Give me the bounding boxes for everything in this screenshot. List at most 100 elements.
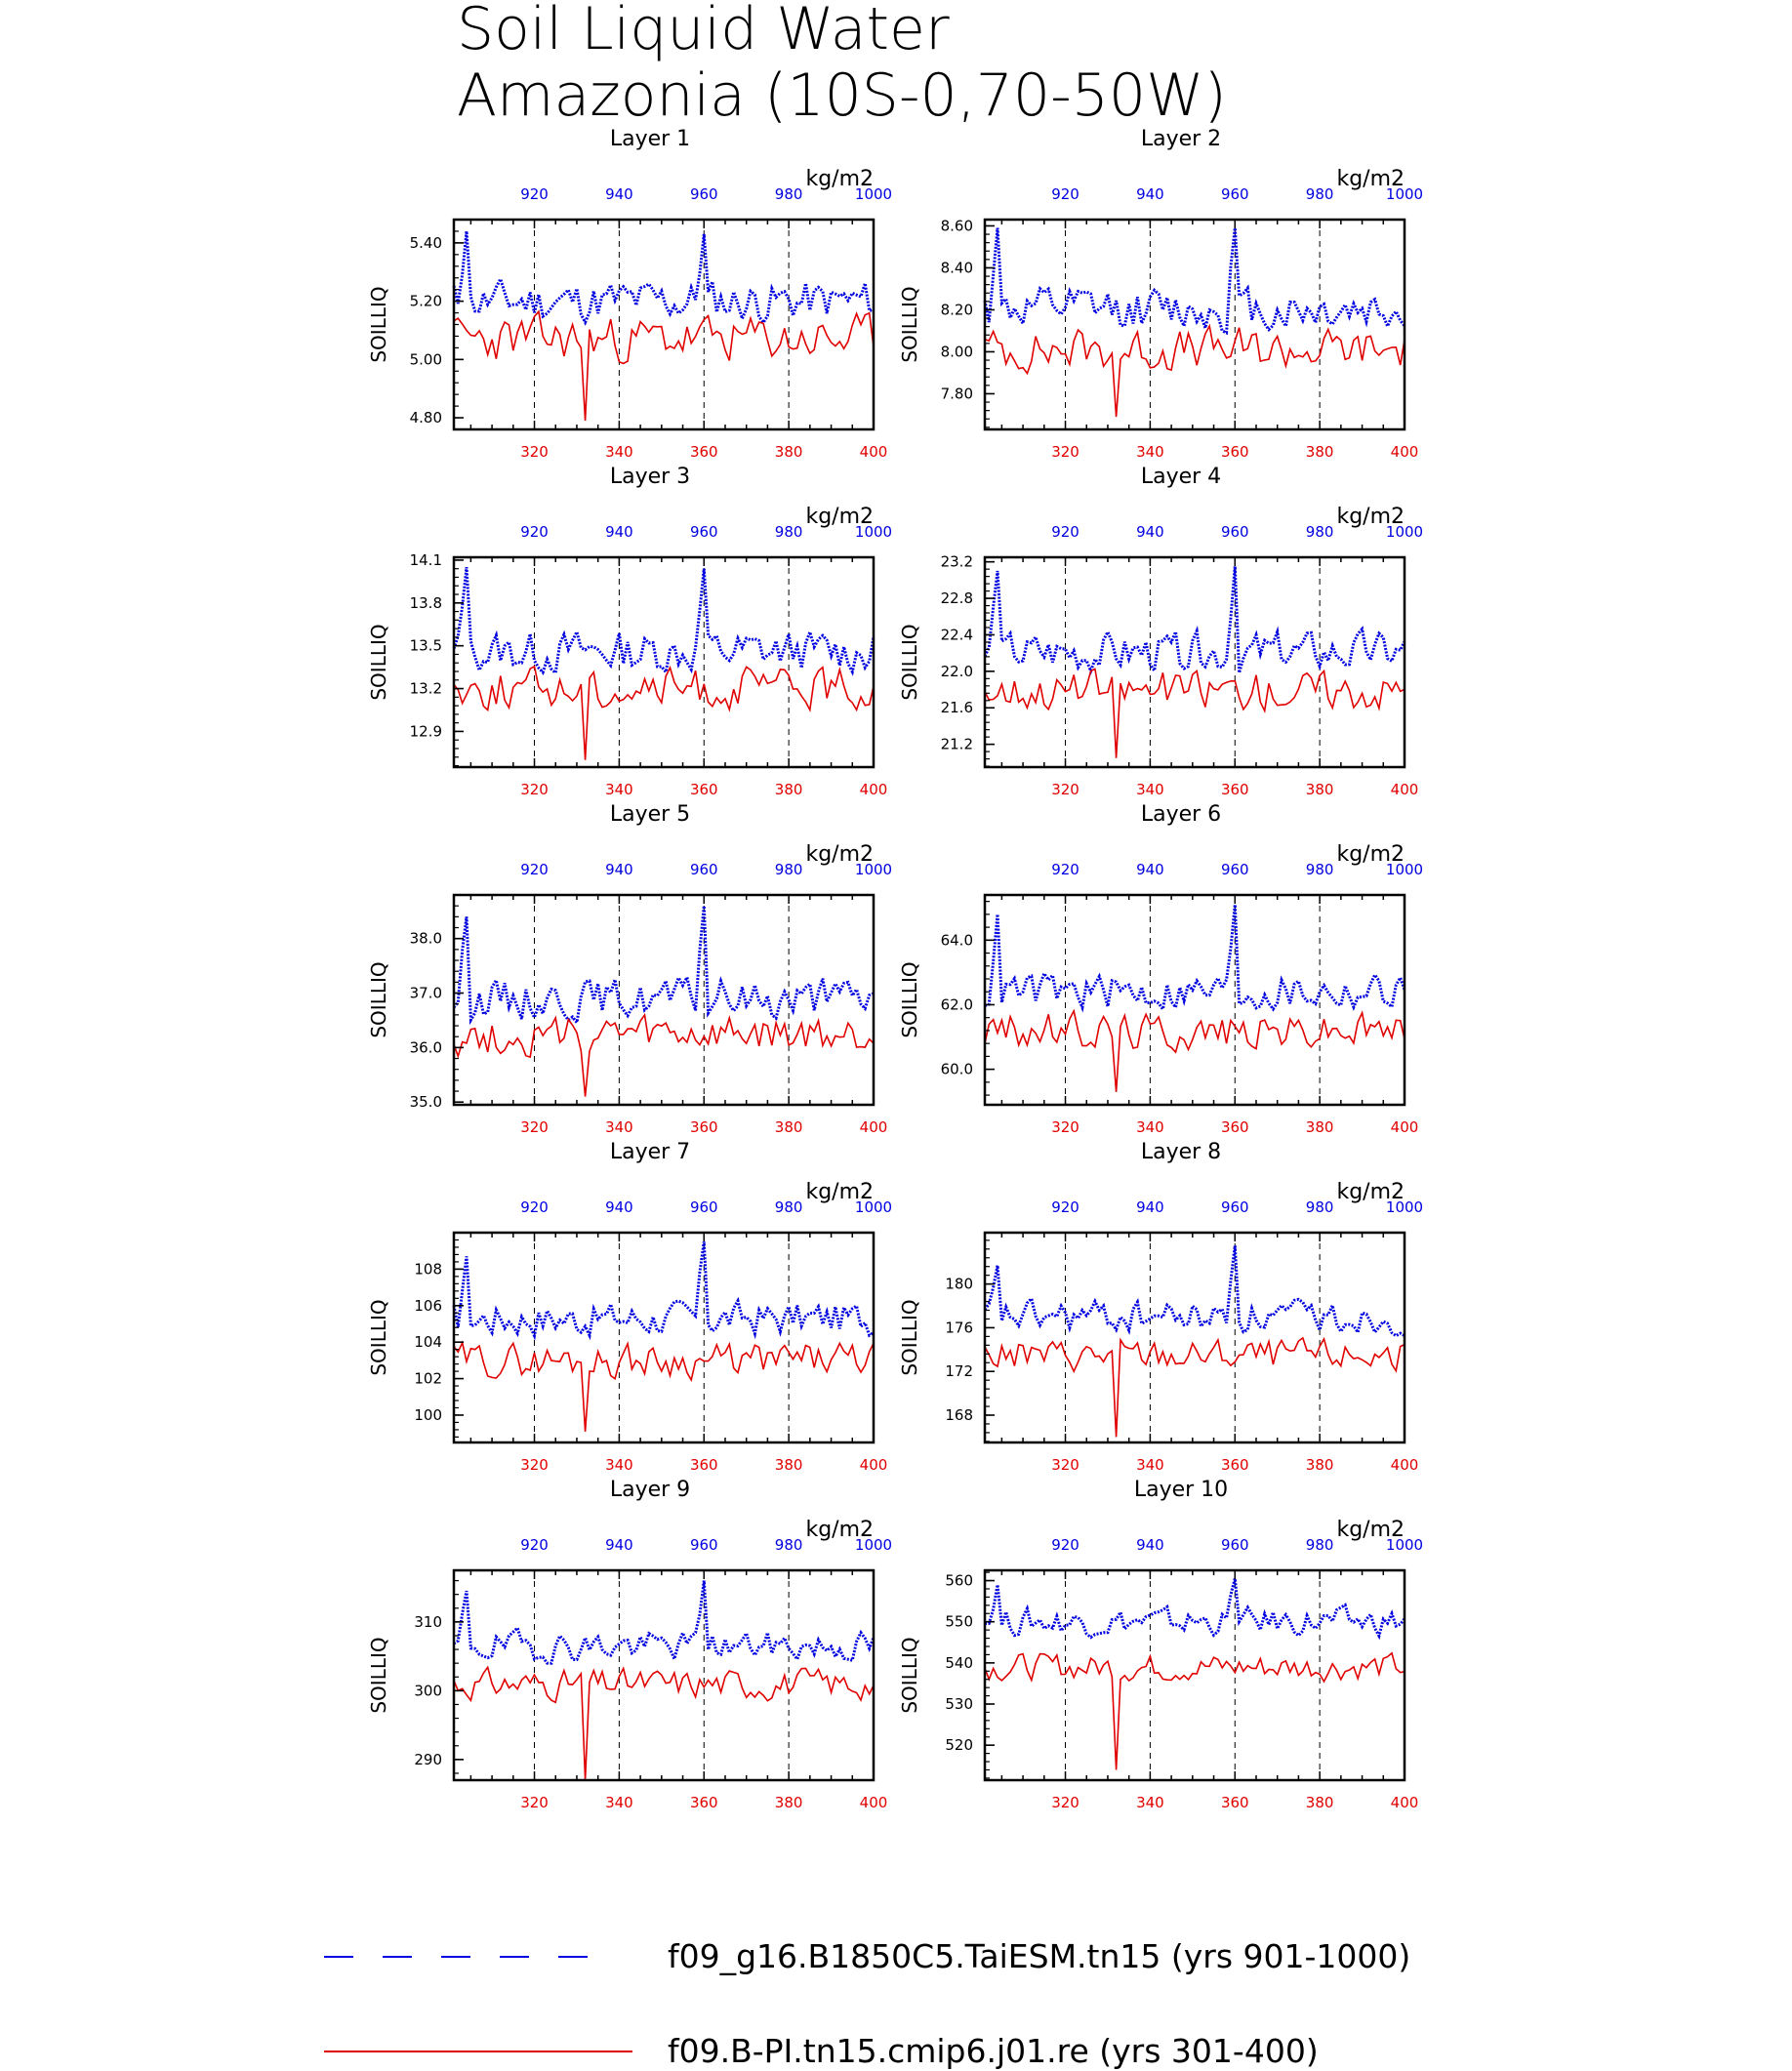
x-top-tick-label: 940 <box>605 523 633 541</box>
x-tick-label: 340 <box>1136 443 1164 461</box>
x-tick-label: 320 <box>1051 1794 1079 1811</box>
y-tick-label: 8.60 <box>941 217 973 234</box>
y-axis-label: SOILLIQ <box>367 286 390 362</box>
y-tick-label: 168 <box>945 1406 973 1424</box>
y-tick-label: 106 <box>414 1297 442 1315</box>
y-tick-label: 8.20 <box>941 301 973 318</box>
x-top-tick-label: 920 <box>1051 1198 1079 1216</box>
y-tick-label: 36.0 <box>410 1038 442 1056</box>
y-tick-label: 4.80 <box>410 409 442 426</box>
y-tick-label: 64.0 <box>941 931 973 949</box>
panel-layer-5: Layer 5 kg/m2 SOILLIQ 320 340 360 380 400 920 940… <box>367 802 892 1136</box>
x-top-tick-label: 960 <box>1221 1536 1249 1554</box>
x-top-tick-label: 980 <box>1306 1536 1334 1554</box>
x-tick-label: 400 <box>1391 1456 1419 1474</box>
x-top-tick-label: 1000 <box>855 1198 892 1216</box>
panel-layer-9: Layer 9 kg/m2 SOILLIQ 320 340 360 380 400 920 940… <box>367 1478 892 1811</box>
x-top-tick-label: 960 <box>690 861 718 878</box>
panel-layer-10: Layer 10 kg/m2 SOILLIQ 320 340 360 380 400 920 94… <box>898 1478 1423 1811</box>
x-tick-label: 360 <box>1221 1456 1249 1474</box>
series-blue-line <box>452 906 875 1027</box>
panel-layer-4: Layer 4 kg/m2 SOILLIQ 320 340 360 380 400 920 940… <box>898 465 1423 798</box>
y-tick-label: 38.0 <box>410 930 442 948</box>
plot-frame <box>983 555 1406 769</box>
x-tick-label: 320 <box>520 1118 549 1136</box>
plot-frame <box>452 1231 876 1444</box>
x-top-tick-label: 960 <box>1221 185 1249 203</box>
y-tick-label: 172 <box>945 1362 973 1380</box>
unit-label: kg/m2 <box>1336 505 1405 529</box>
x-tick-label: 380 <box>1306 781 1334 798</box>
panel-layer-3: Layer 3 kg/m2 SOILLIQ 320 340 360 380 400 920 940… <box>367 465 892 798</box>
y-tick-label: 22.4 <box>941 626 973 643</box>
x-top-tick-label: 1000 <box>855 185 892 203</box>
unit-label: kg/m2 <box>805 1180 874 1204</box>
x-tick-label: 380 <box>775 781 803 798</box>
x-tick-label: 400 <box>1391 781 1419 798</box>
x-tick-label: 340 <box>605 1456 633 1474</box>
x-tick-label: 400 <box>860 1794 888 1811</box>
y-tick-label: 13.2 <box>410 680 442 698</box>
x-tick-label: 340 <box>1136 781 1164 798</box>
y-tick-label: 5.40 <box>410 234 442 252</box>
panel-title: Layer 2 <box>1141 127 1221 151</box>
x-top-tick-label: 920 <box>1051 1536 1079 1554</box>
y-tick-label: 21.6 <box>941 699 973 716</box>
series-red-line <box>453 1340 875 1432</box>
x-top-tick-label: 980 <box>1306 861 1334 878</box>
y-tick-label: 23.2 <box>941 553 973 571</box>
y-tick-label: 5.00 <box>410 350 442 368</box>
plot-frame <box>983 893 1406 1107</box>
figure-title-line2: Amazonia (10S-0,70-50W) <box>457 61 1227 130</box>
legend-label-blue: f09_g16.B1850C5.TaiESM.tn15 (yrs 901-100… <box>668 1937 1410 1975</box>
series-blue-line <box>984 1578 1406 1641</box>
y-tick-label: 290 <box>414 1751 442 1768</box>
y-axis-label: SOILLIQ <box>898 1637 921 1713</box>
x-tick-label: 360 <box>1221 1118 1249 1136</box>
y-tick-label: 176 <box>945 1319 973 1336</box>
x-top-tick-label: 960 <box>690 1198 718 1216</box>
y-axis-label: SOILLIQ <box>367 1637 390 1713</box>
panel-layer-2: Layer 2 kg/m2 SOILLIQ 320 340 360 380 400 920 940… <box>898 127 1423 461</box>
series-red-line <box>984 668 1405 758</box>
series-red-line <box>984 1008 1405 1092</box>
x-tick-label: 340 <box>1136 1118 1164 1136</box>
x-top-tick-label: 1000 <box>1386 861 1423 878</box>
x-tick-label: 360 <box>1221 1794 1249 1811</box>
x-tick-label: 380 <box>775 1118 803 1136</box>
x-tick-label: 360 <box>690 1118 718 1136</box>
unit-label: kg/m2 <box>1336 1518 1405 1542</box>
series-red-line <box>453 1012 875 1097</box>
x-tick-label: 400 <box>860 781 888 798</box>
x-top-tick-label: 940 <box>605 1198 633 1216</box>
y-axis-label: SOILLIQ <box>367 961 390 1037</box>
unit-label: kg/m2 <box>1336 842 1405 867</box>
x-top-tick-label: 940 <box>1136 1536 1164 1554</box>
series-blue-line <box>983 566 1406 675</box>
y-tick-label: 62.0 <box>941 995 973 1013</box>
x-tick-label: 340 <box>605 1118 633 1136</box>
x-top-tick-label: 980 <box>775 861 803 878</box>
plot-frame <box>452 893 876 1107</box>
x-tick-label: 380 <box>775 443 803 461</box>
y-tick-label: 104 <box>414 1333 442 1351</box>
panel-title: Layer 7 <box>610 1140 690 1164</box>
plot-frame <box>983 1231 1406 1444</box>
y-tick-label: 21.2 <box>941 736 973 753</box>
y-tick-label: 35.0 <box>410 1093 442 1111</box>
x-tick-label: 340 <box>605 443 633 461</box>
panel-title: Layer 1 <box>610 127 690 151</box>
x-top-tick-label: 920 <box>520 861 549 878</box>
x-top-tick-label: 920 <box>520 1536 549 1554</box>
x-top-tick-label: 920 <box>520 1198 549 1216</box>
series-blue-line <box>453 1580 876 1665</box>
series-red-line <box>453 1665 875 1781</box>
y-tick-label: 5.20 <box>410 293 442 310</box>
y-tick-label: 60.0 <box>941 1061 973 1078</box>
x-tick-label: 340 <box>605 781 633 798</box>
x-tick-label: 360 <box>1221 781 1249 798</box>
x-tick-label: 320 <box>1051 1118 1079 1136</box>
x-top-tick-label: 920 <box>1051 185 1079 203</box>
unit-label: kg/m2 <box>1336 1180 1405 1204</box>
